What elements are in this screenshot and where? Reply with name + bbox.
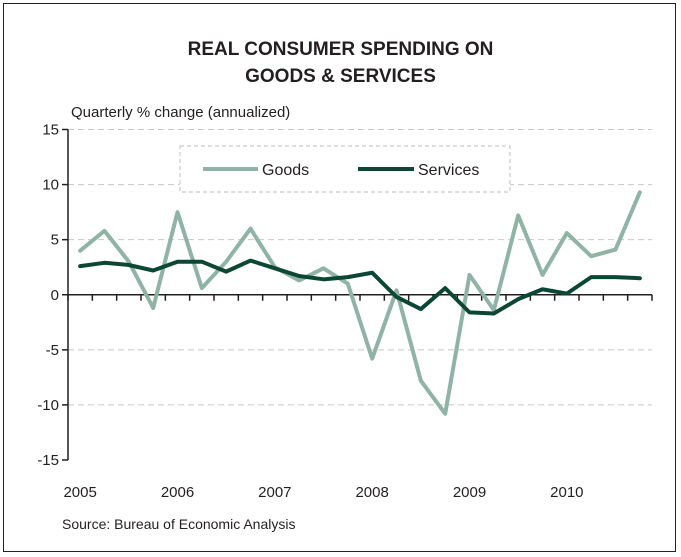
series-layer	[78, 190, 642, 416]
y-tick-label-5: 5	[51, 232, 59, 249]
x-tick-label-2009: 2009	[453, 484, 486, 501]
series-goods-line	[78, 190, 642, 416]
legend: Goods Services	[179, 145, 511, 193]
y-axis-title: Quarterly % change (annualized)	[71, 104, 290, 121]
x-tick-label-2008: 2008	[355, 484, 388, 501]
chart-title-line-1: REAL CONSUMER SPENDING ON	[187, 39, 494, 60]
chart-title: REAL CONSUMER SPENDING ON GOODS & SERVIC…	[0, 36, 681, 90]
chart-title-line-2: GOODS & SERVICES	[245, 66, 436, 87]
axes: -15 -10 -5 0 5 10 15 2005 2006 2007 2008 2009 2010	[37, 122, 653, 501]
legend-goods-label: Goods	[262, 162, 309, 179]
y-tick-label-15: 15	[42, 122, 59, 139]
series-services-line	[78, 258, 642, 316]
x-tick-label-2005: 2005	[63, 484, 96, 501]
x-tick-label-2007: 2007	[258, 484, 291, 501]
source-note: Source: Bureau of Economic Analysis	[62, 516, 296, 532]
y-tick-label--15: -15	[37, 452, 59, 469]
x-tick-label-2006: 2006	[161, 484, 194, 501]
y-tick-label--10: -10	[37, 397, 59, 414]
y-tick-label-10: 10	[42, 177, 59, 194]
x-tick-label-2010: 2010	[550, 484, 583, 501]
legend-services-label: Services	[418, 162, 479, 179]
y-tick-label-0: 0	[51, 287, 59, 304]
y-tick-label--5: -5	[46, 342, 59, 359]
